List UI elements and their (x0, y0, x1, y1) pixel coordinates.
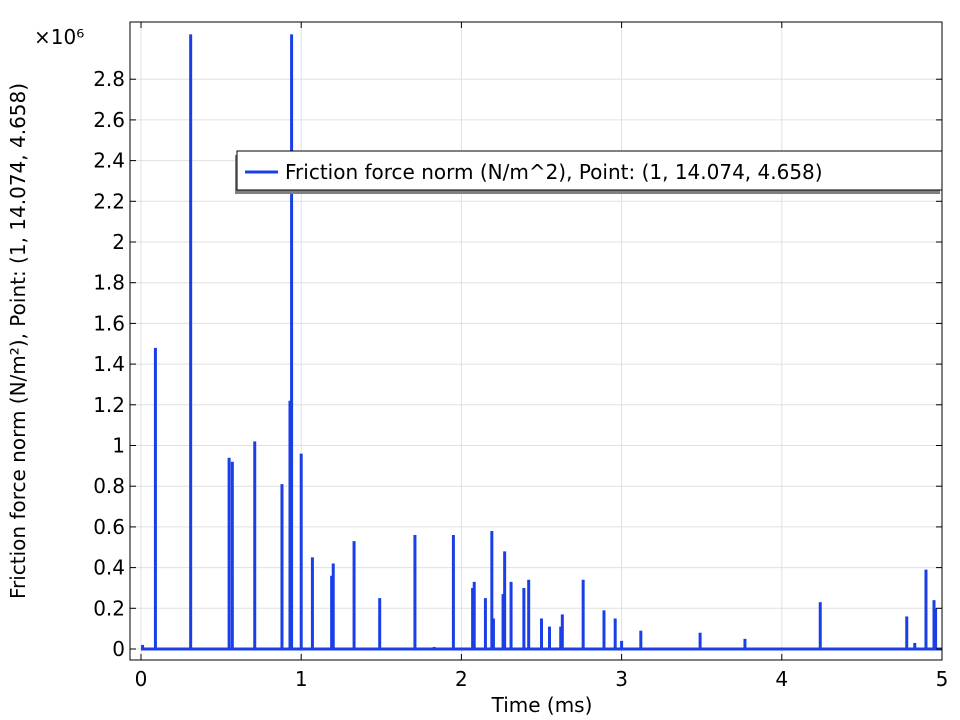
y-tick-label: 0 (112, 637, 125, 661)
legend: Friction force norm (N/m^2), Point: (1, … (235, 150, 943, 194)
y-tick-label: 2.6 (93, 108, 125, 132)
x-tick-label: 5 (936, 667, 949, 691)
tick-labels: 0 1 2 3 4 5 0 0.2 0.4 0.6 0.8 1 1.2 1.4 1.6 1.8 2 2.2 2.4 2… (93, 67, 948, 691)
y-multiplier-label: ×10⁶ (34, 25, 84, 49)
y-tick-label: 0.4 (93, 556, 125, 580)
plot-frame (129, 21, 943, 661)
x-tick-label: 3 (615, 667, 628, 691)
y-tick-label: 2.4 (93, 149, 125, 173)
x-tick-label: 4 (775, 667, 788, 691)
x-tick-label: 1 (295, 667, 308, 691)
y-tick-label: 1.2 (93, 393, 125, 417)
y-tick-label: 1.4 (93, 352, 125, 376)
series-layer (141, 34, 942, 651)
plot-background (130, 22, 942, 660)
x-axis-title: Time (ms) (491, 693, 593, 717)
ticks (130, 22, 943, 660)
x-tick-label: 0 (135, 667, 148, 691)
x-tick-label: 2 (455, 667, 468, 691)
y-tick-label: 1.8 (93, 271, 125, 295)
y-tick-label: 2.8 (93, 67, 125, 91)
y-tick-label: 0.6 (93, 515, 125, 539)
y-tick-label: 2.2 (93, 189, 125, 213)
y-axis-title: Friction force norm (N/m²), Point: (1, 1… (6, 83, 30, 599)
y-tick-label: 0.2 (93, 596, 125, 620)
y-tick-label: 1 (112, 434, 125, 458)
y-tick-label: 2 (112, 230, 125, 254)
legend-label: Friction force norm (N/m^2), Point: (1, … (285, 160, 823, 184)
y-tick-label: 1.6 (93, 311, 125, 335)
legend-box (236, 150, 943, 191)
y-tick-label: 0.8 (93, 474, 125, 498)
